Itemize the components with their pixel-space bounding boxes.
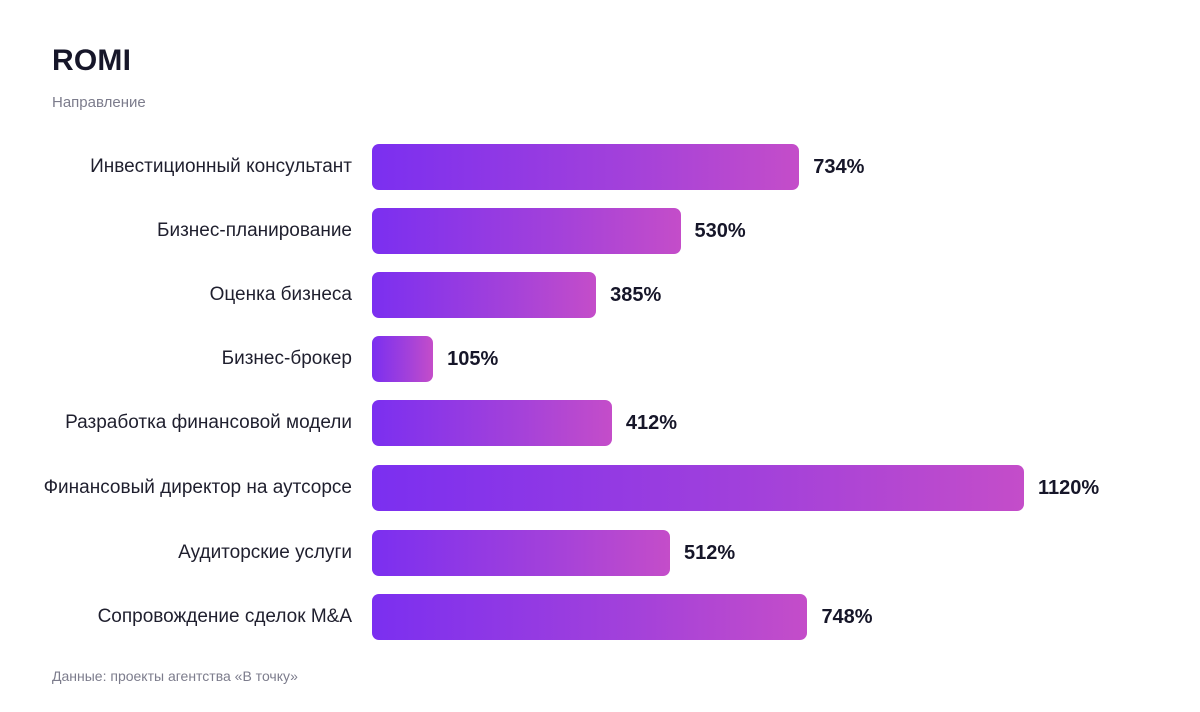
value-label: 512% [684,542,736,564]
value-label: 385% [610,284,662,306]
chart-title: ROMI [52,44,132,77]
value-label: 530% [694,220,746,242]
value-label: 734% [813,156,865,178]
bar [372,594,808,640]
value-label: 105% [447,348,499,370]
category-label: Сопровождение сделок M&A [97,606,352,627]
category-label: Аудиторские услуги [178,542,352,563]
value-label: 1120% [1038,477,1100,499]
value-label: 412% [625,412,677,434]
category-label: Финансовый директор на аутсорсе [43,477,352,498]
value-label: 748% [821,606,873,628]
bar [372,465,1024,511]
bar [372,208,681,254]
chart-subtitle: Направление [52,94,146,111]
category-label: Оценка бизнеса [209,284,352,305]
category-label: Бизнес-брокер [221,348,352,369]
category-label: Разработка финансовой модели [65,412,352,433]
category-label: Инвестиционный консультант [90,156,352,177]
bar [372,400,612,446]
bar [372,530,671,576]
source-note: Данные: проекты агентства «В точку» [52,668,298,684]
category-label: Бизнес-планирование [157,220,352,241]
bar [372,336,434,382]
bar [372,144,800,190]
bar [372,272,597,318]
